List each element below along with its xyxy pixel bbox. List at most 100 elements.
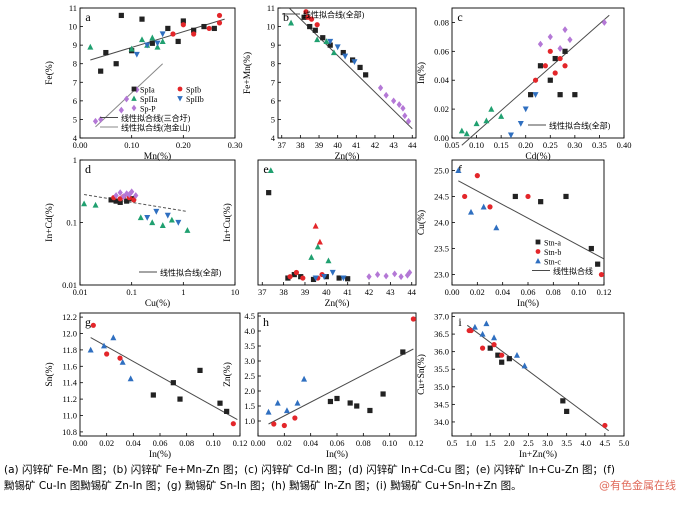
x-tick-label: 0.00 — [251, 438, 266, 448]
y-tick-label: 2.0 — [244, 386, 255, 396]
data-point-stn-b — [271, 421, 277, 427]
data-point-spiia — [458, 127, 465, 134]
data-point-spia — [323, 274, 329, 280]
legend-entry-label: 线性拟合线(全部) — [303, 10, 365, 20]
data-point-stn-c — [479, 330, 486, 337]
data-point-spiib — [329, 269, 336, 276]
legend-entry-label: 线性拟合线(全部) — [549, 121, 611, 131]
x-tick-label: 0.20 — [176, 140, 191, 150]
data-point-spib — [308, 16, 315, 22]
data-point-stn-b — [479, 345, 486, 351]
y-tick-label: 5 — [73, 114, 77, 124]
data-point-spiia — [267, 167, 274, 174]
data-point-spia — [312, 27, 318, 33]
data-point-sp-p — [398, 273, 404, 281]
plot-frame — [79, 312, 241, 437]
fit-line — [95, 63, 164, 128]
x-tick-label: 0.04 — [303, 438, 319, 448]
y-tick-label: 35.0 — [434, 382, 449, 392]
fit-line — [466, 324, 610, 432]
data-point-spiia — [325, 257, 332, 264]
data-point-spiia — [137, 214, 144, 221]
data-point-stn-b — [281, 422, 287, 429]
x-tick-label: 0.05 — [445, 140, 460, 150]
x-tick-label: 37 — [277, 140, 286, 150]
data-point-stn-b — [230, 421, 236, 427]
data-point-spib — [562, 63, 568, 69]
data-point-spia — [118, 12, 124, 19]
fit-line — [268, 348, 414, 425]
data-point-sp-p — [383, 272, 389, 280]
y-tick-label: 4.0 — [244, 326, 255, 336]
data-point-spia — [165, 25, 171, 32]
data-point-stn-c — [119, 359, 126, 365]
data-point-spia — [191, 27, 197, 33]
chart-panel-i: 0.5 1.0 1.5 2.0 2.5 3.0 3.5 4.0 4.5 5.0 34.0 34.5 35… — [416, 312, 629, 460]
data-point-stn-a — [347, 400, 353, 406]
data-point-sp-p — [391, 97, 397, 105]
data-point-sp-p — [557, 45, 563, 52]
data-point-stn-a — [170, 380, 176, 386]
data-point-spiib — [153, 208, 160, 215]
data-point-spia — [98, 68, 104, 74]
data-point-spib — [300, 275, 306, 281]
y-axis-label: In+Cu(%) — [222, 203, 233, 242]
data-point-stn-b — [602, 422, 608, 429]
data-point-stn-a — [334, 395, 340, 402]
data-point-stn-b — [499, 352, 505, 358]
data-point-sp-p — [562, 26, 568, 34]
data-point-stn-b — [598, 271, 605, 278]
data-point-spiia — [488, 105, 495, 112]
data-point-spiia — [168, 216, 175, 223]
y-axis-label: Fe+Mn(%) — [242, 52, 253, 94]
data-point-spia — [572, 92, 578, 98]
panel-label: b — [283, 10, 289, 24]
y-tick-label: 11 — [267, 3, 275, 13]
data-point-spia — [557, 92, 563, 98]
data-point-stn-c — [468, 208, 474, 215]
x-tick-label: 0.12 — [233, 438, 248, 448]
data-point-stn-a — [217, 400, 223, 406]
y-tick-label: 0.02 — [434, 104, 449, 114]
x-axis-label: Zn(%) — [335, 151, 360, 162]
data-point-spiib — [351, 59, 358, 66]
data-point-stn-b — [104, 351, 110, 357]
data-point-spiia — [92, 201, 99, 208]
x-tick-label: 0.00 — [73, 140, 88, 150]
data-point-stn-b — [292, 415, 298, 421]
data-point-spia — [340, 49, 346, 56]
caption-line-1: (a) 闪锌矿 Fe-Mn 图；(b) 闪锌矿 Fe+Mn-Zn 图；(c) 闪… — [4, 464, 615, 476]
panel-label: i — [458, 315, 462, 329]
data-point-spia — [307, 23, 313, 30]
data-point-spib — [191, 31, 197, 37]
data-point-stn-a — [595, 261, 601, 267]
data-point-sp-p — [404, 271, 411, 279]
data-point-stn-c — [471, 323, 478, 330]
x-tick-label: 43 — [389, 140, 398, 150]
x-tick-label: 4.0 — [580, 438, 591, 448]
data-point-spiia — [330, 49, 337, 56]
legend-marker — [535, 249, 541, 254]
x-tick-label: 38 — [279, 287, 288, 297]
legend-entry-label: Stn-c — [544, 258, 561, 267]
panel-label: a — [85, 10, 91, 24]
data-point-stn-a — [588, 245, 594, 252]
data-point-stn-c — [513, 351, 520, 358]
x-axis-label: Cu(%) — [145, 298, 170, 309]
y-tick-label: 36.0 — [434, 347, 449, 357]
y-tick-label: 0.1 — [66, 218, 77, 228]
data-point-stn-c — [87, 346, 94, 353]
x-tick-label: 0.02 — [99, 438, 114, 448]
y-tick-label: 0.00 — [434, 133, 449, 143]
panel-label: d — [85, 162, 91, 176]
data-point-stn-c — [294, 399, 301, 406]
data-point-spib — [542, 63, 548, 69]
data-point-red-triangle — [312, 222, 319, 229]
data-point-spiib — [159, 31, 166, 38]
legend-marker — [131, 104, 137, 112]
y-tick-label: 7 — [271, 77, 275, 87]
x-tick-label: 0.08 — [179, 438, 194, 448]
data-point-spiib — [164, 212, 171, 219]
legend-entry-label: Stn-a — [544, 239, 561, 248]
